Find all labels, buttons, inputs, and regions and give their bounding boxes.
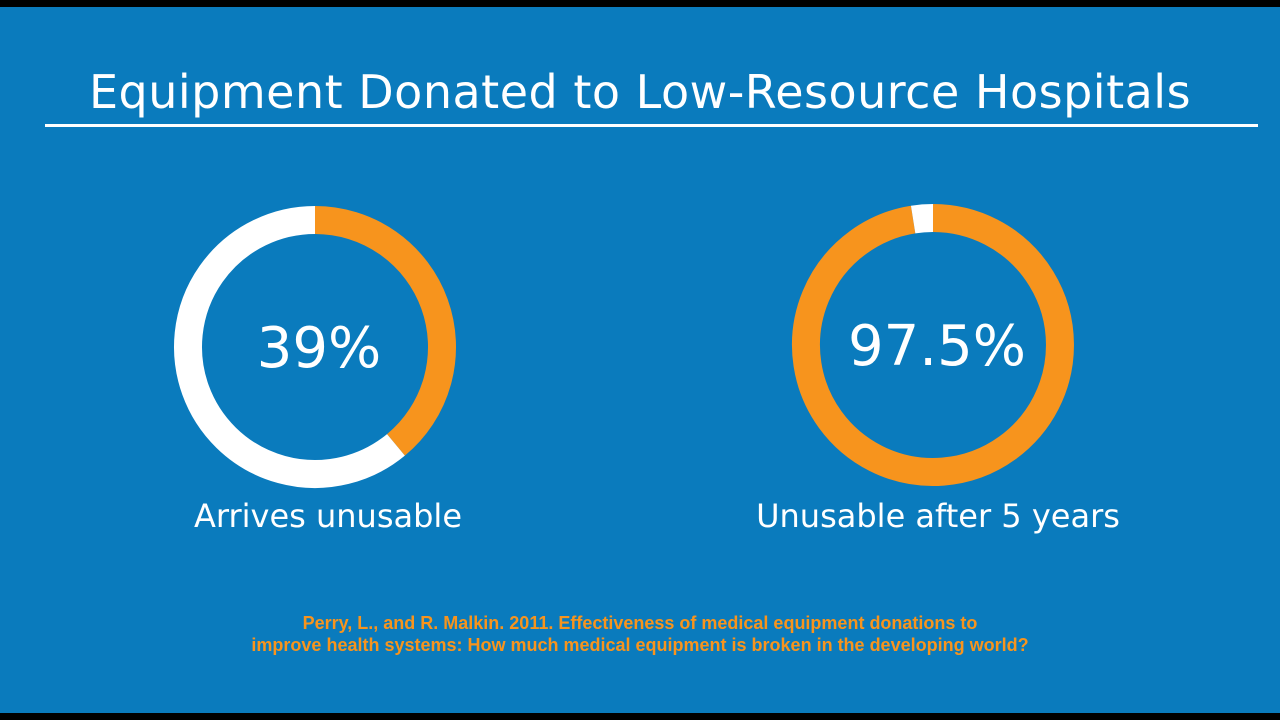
title-underline bbox=[45, 124, 1258, 127]
donut-slice-value bbox=[314, 206, 456, 456]
donut-slice-remainder bbox=[174, 206, 405, 488]
citation-line-1: Perry, L., and R. Malkin. 2011. Effectiv… bbox=[302, 613, 978, 633]
citation-line-2: improve health systems: How much medical… bbox=[251, 635, 1029, 655]
donut-charts: 39% 97.5% bbox=[174, 203, 1074, 488]
slide: Equipment Donated to Low-Resource Hospit… bbox=[0, 7, 1280, 713]
donut-caption-arrives-unusable: Arrives unusable bbox=[193, 497, 462, 535]
donut-value-label: 97.5% bbox=[848, 314, 1026, 379]
donut-slice-remainder bbox=[910, 203, 934, 234]
slide-title: Equipment Donated to Low-Resource Hospit… bbox=[88, 65, 1192, 119]
donut-caption-unusable-after-5-years: Unusable after 5 years bbox=[756, 497, 1120, 535]
donut-value-label: 39% bbox=[257, 316, 381, 381]
citation: Perry, L., and R. Malkin. 2011. Effectiv… bbox=[0, 612, 1280, 656]
donut-slice-value bbox=[791, 204, 1074, 486]
